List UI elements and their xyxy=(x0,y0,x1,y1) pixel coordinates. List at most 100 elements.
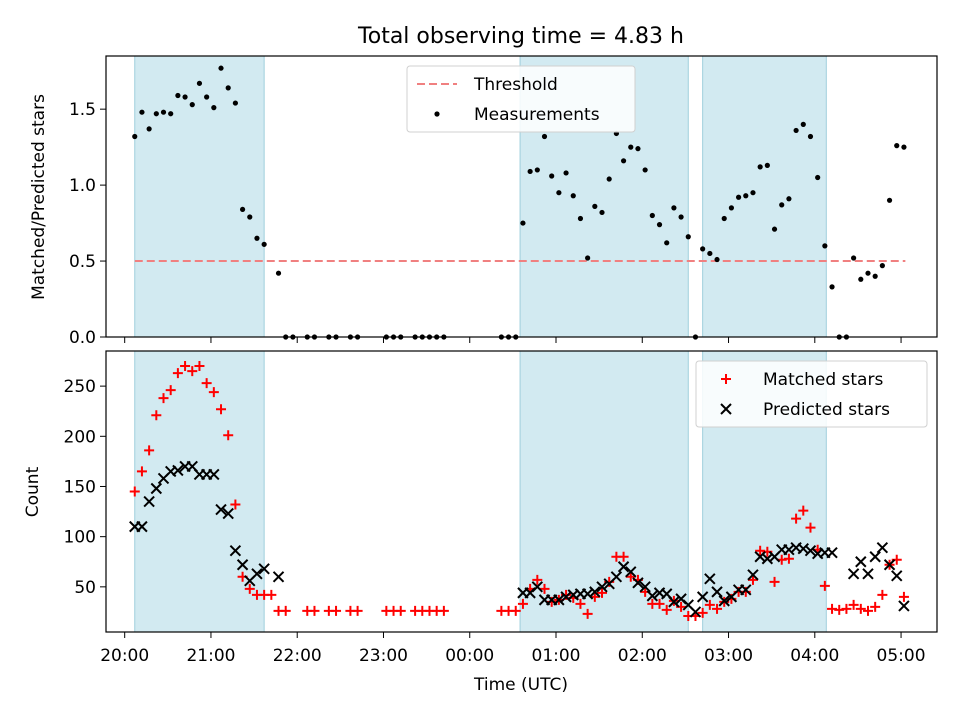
legend-box xyxy=(406,65,636,133)
top-observing-windows xyxy=(134,55,827,338)
matched-star-point xyxy=(223,430,234,441)
legend-label: Matched stars xyxy=(763,370,883,390)
measurement-point xyxy=(678,214,684,220)
predicted-star-point xyxy=(711,586,723,598)
measurement-point xyxy=(656,222,663,228)
top-chart-title: Total observing time = 4.83 h xyxy=(357,24,684,49)
predicted-star-point xyxy=(229,545,242,557)
measurement-point xyxy=(728,205,735,211)
predicted-star-point xyxy=(761,553,774,565)
measurement-point xyxy=(189,102,195,108)
predicted-star-point xyxy=(869,551,881,563)
matched-star-point xyxy=(783,553,794,564)
predicted-star-point xyxy=(696,591,709,603)
measurement-point xyxy=(146,126,152,132)
measurement-point xyxy=(168,111,174,117)
matched-star-point xyxy=(597,587,608,598)
observing-window xyxy=(134,350,265,633)
measurement-point xyxy=(901,144,907,150)
x-tick-label: 21:00 xyxy=(186,646,235,666)
predicted-star-point xyxy=(740,584,752,596)
bottom-axes: 50 100 150 200 250 20:00 21:00 22:00 23:00 00:00 0… xyxy=(64,377,926,666)
predicted-star-point xyxy=(862,568,874,580)
y-tick-label: 1.0 xyxy=(69,176,96,196)
measurement-point xyxy=(886,197,893,203)
matched-star-point xyxy=(661,604,672,615)
predicted-star-point xyxy=(136,520,148,533)
predicted-star-point xyxy=(704,573,716,585)
measurement-point xyxy=(815,174,821,181)
predicted-star-point xyxy=(272,571,285,583)
matched-star-point xyxy=(855,603,866,614)
matched-star-point xyxy=(654,598,665,609)
matched-star-point xyxy=(625,571,636,582)
matched-star-point xyxy=(510,605,521,616)
predicted-star-point xyxy=(689,606,702,618)
measurement-point xyxy=(541,133,548,140)
legend-box xyxy=(695,360,928,428)
top-axes: 0.0 0.5 1.0 1.5 xyxy=(69,100,902,348)
measurement-point xyxy=(649,212,655,219)
matched-star-point xyxy=(517,598,528,609)
top-data-marks xyxy=(132,65,907,340)
measurement-point xyxy=(549,173,555,179)
predicted-star-point xyxy=(589,586,601,598)
matched-star-point xyxy=(834,604,845,615)
measurement-point xyxy=(757,164,763,170)
x-tick-label: 00:00 xyxy=(445,646,494,666)
measurement-point xyxy=(182,94,188,100)
x-tick-label: 04:00 xyxy=(790,646,839,666)
predicted-star-point xyxy=(754,551,766,563)
matched-star-point xyxy=(266,589,277,600)
measurement-point xyxy=(620,158,627,164)
matched-star-point xyxy=(618,551,629,562)
measurement-point xyxy=(534,167,540,173)
y-tick-label: 50 xyxy=(74,578,96,598)
measurement-point xyxy=(261,241,267,247)
predicted-star-point xyxy=(898,600,910,612)
matched-star-point xyxy=(697,607,708,618)
measurement-point xyxy=(153,111,159,117)
measurement-point xyxy=(851,255,857,261)
legend-matched-swatch xyxy=(721,374,731,384)
legend-measurement-swatch xyxy=(434,111,440,117)
matched-star-point xyxy=(532,574,543,585)
predicted-star-point xyxy=(172,464,184,477)
measurement-point xyxy=(671,205,677,211)
legend-label: Predicted stars xyxy=(763,400,890,420)
observing-window xyxy=(702,55,827,338)
measurement-point xyxy=(563,170,569,176)
measurement-point xyxy=(721,215,727,222)
measurement-point xyxy=(628,144,634,150)
matched-star-point xyxy=(158,393,169,404)
matched-star-point xyxy=(747,574,758,585)
matched-star-point xyxy=(582,608,593,619)
legend-label: Threshold xyxy=(473,75,558,95)
matched-star-point xyxy=(862,605,873,616)
measurement-point xyxy=(606,176,612,182)
bottom-data-marks xyxy=(129,361,910,621)
measurement-point xyxy=(743,193,749,199)
measurement-point xyxy=(635,146,641,152)
y-tick-label: 0.5 xyxy=(69,252,96,272)
predicted-star-point xyxy=(251,568,263,580)
predicted-star-point xyxy=(596,581,608,593)
measurement-point xyxy=(247,214,253,220)
predicted-star-point xyxy=(639,581,651,593)
bottom-panel: 50 100 150 200 250 20:00 21:00 22:00 23:00 00:00 0… xyxy=(23,350,938,695)
matched-star-point xyxy=(172,368,183,379)
measurement-point xyxy=(807,133,814,140)
measurement-point xyxy=(218,65,224,71)
matched-star-point xyxy=(791,513,802,524)
predicted-star-point xyxy=(560,591,572,603)
predicted-star-point xyxy=(747,569,759,581)
matched-star-point xyxy=(539,583,550,594)
measurement-point xyxy=(556,190,562,196)
predicted-star-point xyxy=(531,581,544,593)
x-tick-label: 03:00 xyxy=(704,646,753,666)
matched-star-point xyxy=(870,601,881,612)
measurement-point xyxy=(139,109,145,115)
legend-label: Measurements xyxy=(474,105,600,125)
predicted-star-point xyxy=(847,568,860,580)
